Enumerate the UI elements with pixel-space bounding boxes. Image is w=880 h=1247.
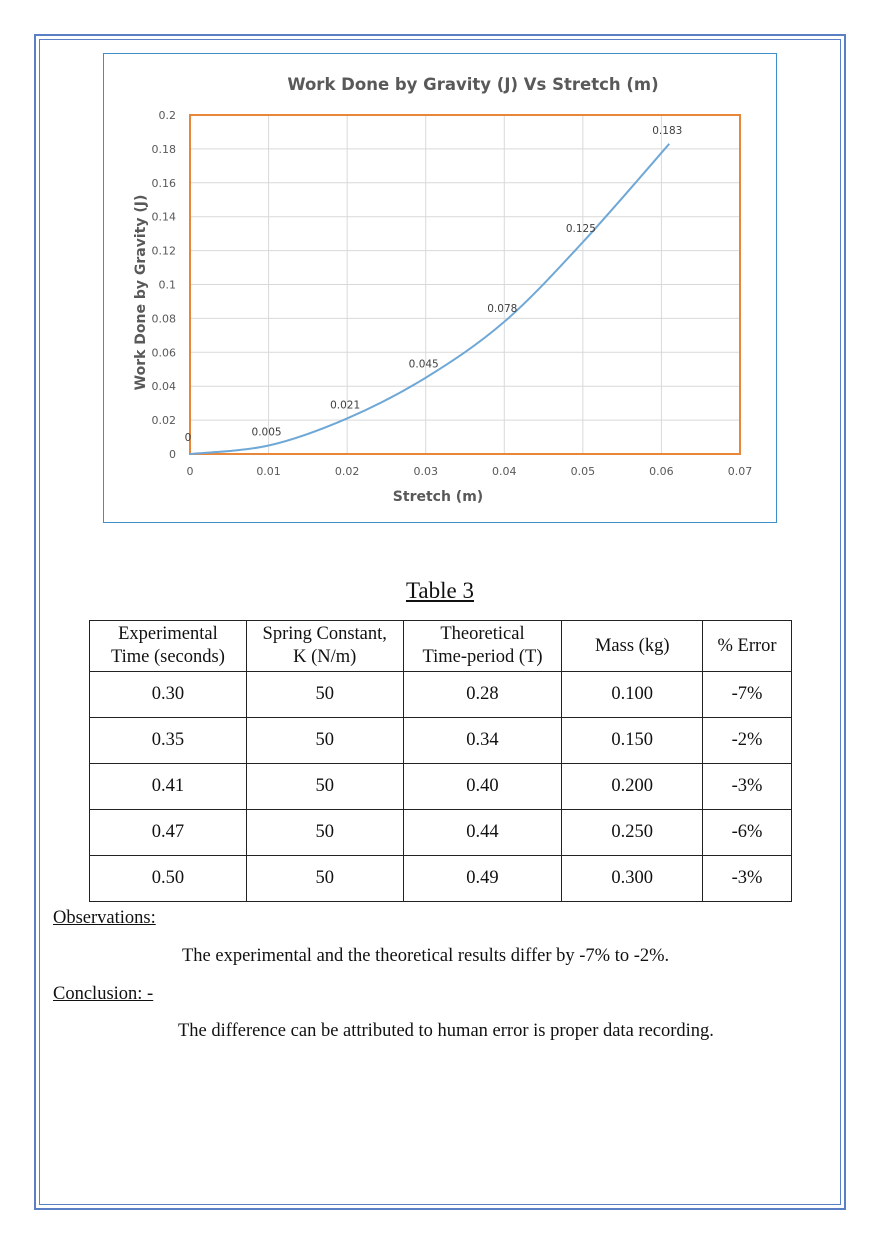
cell-mass: 0.150 bbox=[561, 717, 704, 764]
header-percent-error: % Error bbox=[702, 620, 792, 672]
observations-text: The experimental and the theoretical res… bbox=[182, 946, 670, 966]
cell-theoretical-period: 0.44 bbox=[402, 809, 563, 856]
y-tick-label: 0 bbox=[169, 448, 176, 461]
y-tick-label: 0.12 bbox=[152, 245, 177, 258]
y-tick-label: 0.02 bbox=[152, 414, 177, 427]
x-tick-label: 0 bbox=[187, 465, 194, 478]
line-chart: Work Done by Gravity (J) Vs Stretch (m) 0… bbox=[133, 75, 753, 505]
cell-spring-constant: 50 bbox=[245, 809, 404, 856]
x-tick-label: 0.04 bbox=[492, 465, 517, 478]
y-tick-label: 0.16 bbox=[152, 177, 177, 190]
y-tick-label: 0.14 bbox=[152, 211, 177, 224]
conclusion-heading: Conclusion: - bbox=[53, 984, 154, 1004]
cell-error: -7% bbox=[702, 671, 792, 718]
chart-title: Work Done by Gravity (J) Vs Stretch (m) bbox=[287, 75, 658, 94]
data-label: 0.125 bbox=[566, 223, 596, 235]
x-tick-label: 0.05 bbox=[571, 465, 596, 478]
cell-spring-constant: 50 bbox=[245, 717, 404, 764]
cell-error: -3% bbox=[702, 763, 792, 810]
data-label: 0.045 bbox=[409, 359, 439, 371]
x-axis-title: Stretch (m) bbox=[393, 489, 483, 505]
y-tick-label: 0.08 bbox=[152, 312, 177, 325]
x-tick-label: 0.06 bbox=[649, 465, 674, 478]
observations-heading: Observations: bbox=[53, 908, 156, 928]
table-title-text: Table 3 bbox=[405, 578, 474, 603]
cell-time: 0.41 bbox=[89, 763, 247, 810]
cell-time: 0.30 bbox=[89, 671, 247, 718]
y-tick-label: 0.2 bbox=[159, 109, 177, 122]
cell-time: 0.35 bbox=[89, 717, 247, 764]
cell-theoretical-period: 0.40 bbox=[402, 763, 563, 810]
data-label: 0.021 bbox=[330, 399, 360, 411]
chart-frame: Work Done by Gravity (J) Vs Stretch (m) 0… bbox=[103, 53, 777, 523]
table-row: 0.35 50 0.34 0.150 -2% bbox=[89, 717, 792, 764]
table-header-row: Experimental Time (seconds) Spring Consta… bbox=[89, 620, 792, 672]
x-tick-label: 0.02 bbox=[335, 465, 360, 478]
table-row: 0.50 50 0.49 0.300 -3% bbox=[89, 855, 792, 902]
cell-mass: 0.300 bbox=[561, 855, 704, 902]
y-axis-title: Work Done by Gravity (J) bbox=[133, 195, 149, 391]
x-tick-label: 0.03 bbox=[413, 465, 438, 478]
header-theoretical-period: Theoretical Time-period (T) bbox=[402, 620, 563, 672]
cell-mass: 0.200 bbox=[561, 763, 704, 810]
cell-error: -2% bbox=[702, 717, 792, 764]
data-label: 0.078 bbox=[487, 303, 517, 315]
cell-theoretical-period: 0.34 bbox=[402, 717, 563, 764]
cell-theoretical-period: 0.49 bbox=[402, 855, 563, 902]
data-label: 0.183 bbox=[652, 125, 682, 137]
x-tick-label: 0.01 bbox=[256, 465, 281, 478]
data-label: 0.005 bbox=[252, 427, 282, 439]
cell-mass: 0.250 bbox=[561, 809, 704, 856]
table-row: 0.30 50 0.28 0.100 -7% bbox=[89, 671, 792, 718]
x-tick-label: 0.07 bbox=[728, 465, 753, 478]
y-tick-label: 0.1 bbox=[159, 279, 177, 292]
y-tick-label: 0.06 bbox=[152, 346, 177, 359]
table-row: 0.41 50 0.40 0.200 -3% bbox=[89, 763, 792, 810]
cell-time: 0.47 bbox=[89, 809, 247, 856]
header-mass: Mass (kg) bbox=[561, 620, 704, 672]
page-outer-border bbox=[34, 34, 846, 1210]
cell-theoretical-period: 0.28 bbox=[402, 671, 563, 718]
cell-mass: 0.100 bbox=[561, 671, 704, 718]
cell-time: 0.50 bbox=[89, 855, 247, 902]
cell-error: -6% bbox=[702, 809, 792, 856]
table-title: Table 3 bbox=[0, 578, 880, 604]
data-label: 0 bbox=[185, 432, 192, 444]
cell-spring-constant: 50 bbox=[245, 855, 404, 902]
cell-spring-constant: 50 bbox=[245, 763, 404, 810]
table-row: 0.47 50 0.44 0.250 -6% bbox=[89, 809, 792, 856]
results-table: Experimental Time (seconds) Spring Consta… bbox=[89, 620, 792, 902]
header-experimental-time: Experimental Time (seconds) bbox=[89, 620, 247, 672]
page-inner-border bbox=[39, 39, 841, 1205]
conclusion-text: The difference can be attributed to huma… bbox=[178, 1021, 714, 1041]
y-tick-label: 0.04 bbox=[152, 380, 177, 393]
cell-error: -3% bbox=[702, 855, 792, 902]
plot-area-border bbox=[189, 114, 741, 455]
series-line bbox=[189, 143, 671, 455]
header-spring-constant: Spring Constant, K (N/m) bbox=[245, 620, 404, 672]
y-tick-label: 0.18 bbox=[152, 143, 177, 156]
cell-spring-constant: 50 bbox=[245, 671, 404, 718]
